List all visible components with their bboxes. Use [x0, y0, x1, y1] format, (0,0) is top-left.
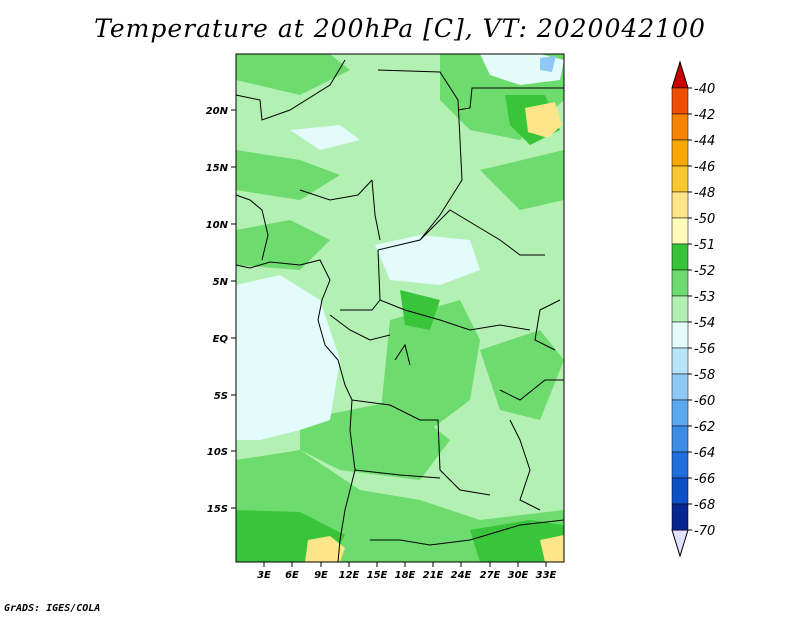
lon-label: 9E: [314, 570, 328, 581]
colorbar-label: -50: [694, 212, 715, 227]
colorbar-swatch: [671, 477, 689, 505]
colorbar-label: -51: [694, 238, 715, 253]
colorbar-swatch: [671, 269, 689, 297]
colorbar-swatch: [671, 425, 689, 453]
colorbar: -40 -42 -44 -46 -48 -50 -51 -52 -53 -54 -56 -58 -60 -…: [671, 60, 715, 558]
colorbar-swatch: [671, 139, 689, 167]
chart-title: Temperature at 200hPa [C], VT: 202004210…: [94, 14, 706, 43]
lon-label: 3E: [257, 570, 271, 581]
colorbar-swatch: [671, 347, 689, 375]
country-borders: [235, 59, 565, 563]
colorbar-label: -46: [694, 160, 715, 175]
lon-label: 33E: [536, 570, 557, 581]
lon-label: 15E: [367, 570, 388, 581]
colorbar-swatch: [671, 165, 689, 193]
colorbar-label: -52: [694, 264, 715, 279]
lon-label: 21E: [423, 570, 444, 581]
colorbar-label: -54: [694, 316, 715, 331]
colorbar-label: -40: [694, 82, 715, 97]
lat-label: 15S: [207, 504, 228, 515]
lon-label: 30E: [508, 570, 529, 581]
latitude-labels: 20N 15N 10N 5N EQ 5S 10S 15S: [206, 106, 229, 515]
lon-label: 12E: [339, 570, 360, 581]
colorbar-swatch: [671, 191, 689, 219]
lon-label: 24E: [451, 570, 472, 581]
lat-label: 5N: [213, 277, 229, 288]
colorbar-bottom-arrow: [671, 529, 689, 558]
colorbar-label: -42: [694, 108, 715, 123]
colorbar-label: -60: [694, 394, 715, 409]
lat-label: 15N: [206, 163, 229, 174]
colorbar-top-arrow: [671, 60, 689, 89]
colorbar-swatch: [671, 373, 689, 401]
lon-label: 18E: [395, 570, 416, 581]
colorbar-label: -44: [694, 134, 715, 149]
colorbar-label: -70: [694, 524, 715, 539]
colorbar-swatch: [671, 399, 689, 427]
lon-label: 27E: [480, 570, 501, 581]
colorbar-swatch: [671, 113, 689, 141]
colorbar-swatch: [671, 295, 689, 323]
colorbar-label: -56: [694, 342, 715, 357]
colorbar-label: -48: [694, 186, 715, 201]
colorbar-swatch: [671, 503, 689, 531]
lat-label: 10S: [207, 447, 228, 458]
colorbar-swatch: [671, 217, 689, 245]
map-frame: [235, 53, 565, 563]
credit-label: GrADS: IGES/COLA: [4, 603, 101, 614]
lon-label: 6E: [285, 570, 299, 581]
colorbar-label: -66: [694, 472, 715, 487]
colorbar-swatch: [671, 451, 689, 479]
colorbar-label: -62: [694, 420, 715, 435]
colorbar-label: -58: [694, 368, 715, 383]
colorbar-label: -68: [694, 498, 715, 513]
colorbar-label: -64: [694, 446, 715, 461]
axis-ticks: [231, 109, 547, 567]
lat-label: 10N: [206, 220, 229, 231]
colorbar-swatch: [671, 87, 689, 115]
lat-label: EQ: [213, 334, 229, 345]
colorbar-label: -53: [694, 290, 715, 305]
colorbar-swatch: [671, 243, 689, 271]
longitude-labels: 3E 6E 9E 12E 15E 18E 21E 24E 27E 30E 33E: [257, 570, 556, 581]
colorbar-swatch: [671, 321, 689, 349]
lat-label: 20N: [206, 106, 229, 117]
lat-label: 5S: [214, 391, 228, 402]
